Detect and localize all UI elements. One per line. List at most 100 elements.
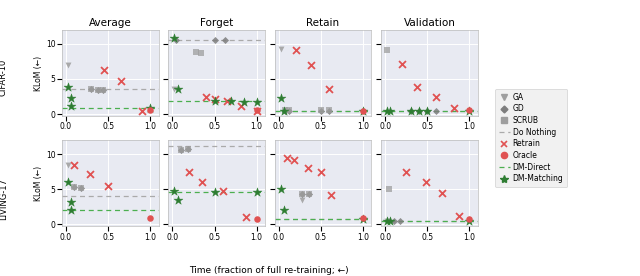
Point — [280, 108, 290, 113]
Point — [169, 87, 179, 92]
Point — [382, 219, 392, 223]
Point — [324, 87, 335, 92]
Point — [86, 87, 97, 92]
Point — [252, 100, 262, 104]
Text: Time (fraction of full re-training; ←): Time (fraction of full re-training; ←) — [189, 266, 349, 275]
Point — [76, 186, 86, 190]
Point — [316, 108, 326, 113]
Point — [99, 68, 109, 72]
Point — [69, 163, 79, 168]
Point — [382, 108, 392, 113]
Point — [226, 99, 236, 104]
Point — [382, 219, 392, 223]
Point — [326, 193, 336, 197]
Point — [182, 147, 193, 151]
Point — [401, 169, 412, 174]
Point — [420, 180, 431, 184]
Point — [405, 108, 415, 113]
Point — [69, 185, 79, 189]
Point — [304, 192, 314, 197]
Point — [316, 108, 326, 112]
Point — [464, 108, 474, 113]
Point — [414, 108, 424, 113]
Point — [76, 186, 86, 190]
Point — [201, 95, 211, 99]
Title: Average: Average — [89, 18, 132, 28]
Point — [289, 158, 299, 162]
Point — [182, 147, 193, 151]
Point — [252, 216, 262, 221]
Point — [218, 189, 228, 193]
Point — [284, 108, 294, 112]
Point — [405, 108, 415, 113]
Point — [385, 219, 396, 223]
Point — [280, 108, 290, 112]
Point — [63, 163, 73, 167]
Point — [93, 88, 103, 92]
Point — [431, 95, 441, 99]
Point — [275, 96, 285, 100]
Point — [145, 108, 156, 112]
Point — [431, 108, 441, 113]
Point — [437, 191, 447, 195]
Point — [324, 108, 335, 112]
Point — [116, 79, 126, 83]
Point — [63, 63, 73, 67]
Point — [86, 87, 97, 92]
Point — [137, 108, 147, 113]
Point — [209, 190, 220, 194]
Point — [358, 216, 368, 221]
Point — [464, 219, 474, 223]
Point — [63, 180, 73, 184]
Point — [298, 192, 308, 197]
Point — [279, 108, 289, 113]
Point — [222, 99, 232, 104]
Point — [298, 192, 308, 197]
Point — [306, 63, 316, 67]
Point — [66, 200, 76, 204]
Point — [422, 108, 433, 113]
Point — [145, 105, 156, 110]
Point — [169, 189, 179, 193]
Title: Forget: Forget — [200, 18, 233, 28]
Point — [172, 198, 182, 202]
Point — [98, 88, 108, 92]
Point — [324, 108, 335, 113]
Point — [304, 192, 314, 197]
Point — [66, 207, 76, 212]
Point — [172, 87, 182, 92]
Text: CIFAR-10: CIFAR-10 — [0, 59, 8, 96]
Point — [103, 184, 113, 188]
Point — [252, 108, 262, 113]
Point — [284, 108, 294, 113]
Point — [298, 198, 308, 202]
Point — [98, 88, 108, 92]
Point — [66, 96, 76, 100]
Point — [303, 166, 314, 171]
Point — [196, 180, 207, 184]
Point — [464, 108, 474, 112]
Point — [449, 106, 460, 111]
Point — [291, 47, 301, 52]
Point — [196, 51, 206, 55]
Point — [275, 187, 285, 192]
Point — [464, 216, 474, 221]
Point — [279, 208, 289, 213]
Legend: GA, GD, SCRUB, Do Nothing, Retrain, Oracle, DM-Direct, DM-Matching: GA, GD, SCRUB, Do Nothing, Retrain, Orac… — [495, 89, 567, 187]
Point — [358, 216, 368, 220]
Point — [358, 108, 368, 113]
Title: Validation: Validation — [403, 18, 456, 28]
Point — [220, 38, 230, 43]
Point — [171, 38, 181, 42]
Point — [316, 169, 326, 174]
Point — [63, 84, 73, 89]
Point — [454, 214, 465, 218]
Point — [209, 96, 220, 101]
Point — [66, 104, 76, 108]
Point — [282, 156, 292, 160]
Text: LIVING-17: LIVING-17 — [0, 178, 8, 220]
Point — [169, 36, 179, 41]
Point — [209, 99, 220, 104]
Point — [422, 108, 433, 113]
Point — [252, 108, 262, 112]
